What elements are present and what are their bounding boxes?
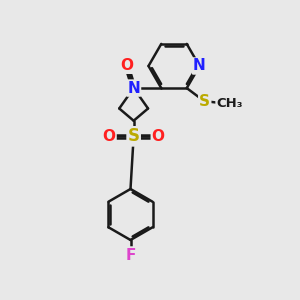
Text: O: O [103,129,116,144]
Text: CH₃: CH₃ [216,97,243,110]
Text: S: S [199,94,210,109]
Text: F: F [125,248,136,262]
Text: N: N [127,81,140,96]
Text: N: N [193,58,206,74]
Text: S: S [128,127,140,145]
Text: O: O [120,58,133,73]
Text: O: O [152,129,165,144]
